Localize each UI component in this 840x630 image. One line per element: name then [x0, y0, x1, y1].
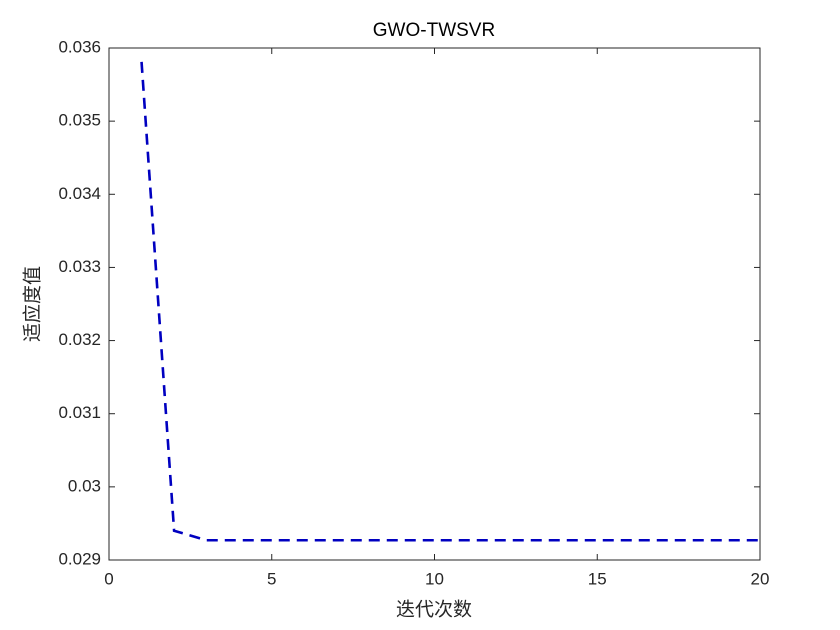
- y-tick-label: 0.033: [58, 257, 101, 276]
- y-tick-label: 0.034: [58, 184, 101, 203]
- x-tick-label: 10: [425, 569, 444, 588]
- data-line: [140, 61, 760, 542]
- y-tick-label: 0.035: [58, 111, 101, 130]
- y-tick-label: 0.029: [58, 549, 101, 568]
- x-tick-label: 20: [751, 569, 770, 588]
- y-tick-label: 0.03: [68, 476, 101, 495]
- y-tick-label: 0.031: [58, 403, 101, 422]
- x-tick-label: 0: [104, 569, 113, 588]
- axes-box: [108, 47, 761, 561]
- y-tick-label: 0.036: [58, 37, 101, 56]
- y-tick-label: 0.032: [58, 330, 101, 349]
- chart-title: GWO-TWSVR: [373, 20, 495, 41]
- x-tick-label: 15: [588, 569, 607, 588]
- x-tick-label: 5: [267, 569, 276, 588]
- y-axis-label: 适应度值: [21, 266, 43, 342]
- x-axis-label: 迭代次数: [396, 598, 472, 620]
